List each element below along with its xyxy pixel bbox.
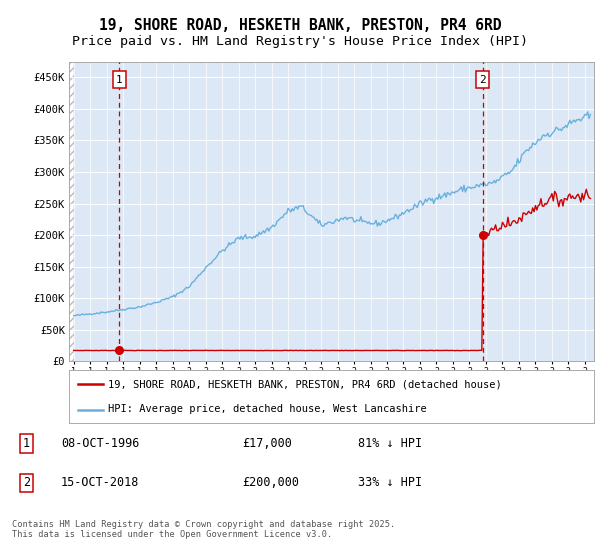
Text: 33% ↓ HPI: 33% ↓ HPI bbox=[358, 477, 422, 489]
Text: 19, SHORE ROAD, HESKETH BANK, PRESTON, PR4 6RD (detached house): 19, SHORE ROAD, HESKETH BANK, PRESTON, P… bbox=[109, 380, 502, 390]
Text: £200,000: £200,000 bbox=[242, 477, 299, 489]
Bar bbox=[65, 62, 74, 361]
Text: 15-OCT-2018: 15-OCT-2018 bbox=[61, 477, 139, 489]
Text: £17,000: £17,000 bbox=[242, 437, 292, 450]
Text: HPI: Average price, detached house, West Lancashire: HPI: Average price, detached house, West… bbox=[109, 404, 427, 414]
Text: 1: 1 bbox=[23, 437, 30, 450]
Text: Contains HM Land Registry data © Crown copyright and database right 2025.
This d: Contains HM Land Registry data © Crown c… bbox=[12, 520, 395, 539]
Text: 1: 1 bbox=[116, 74, 123, 85]
Text: 2: 2 bbox=[23, 477, 30, 489]
Text: 08-OCT-1996: 08-OCT-1996 bbox=[61, 437, 139, 450]
Text: 2: 2 bbox=[479, 74, 486, 85]
Text: 81% ↓ HPI: 81% ↓ HPI bbox=[358, 437, 422, 450]
Text: 19, SHORE ROAD, HESKETH BANK, PRESTON, PR4 6RD: 19, SHORE ROAD, HESKETH BANK, PRESTON, P… bbox=[99, 18, 501, 32]
Text: Price paid vs. HM Land Registry's House Price Index (HPI): Price paid vs. HM Land Registry's House … bbox=[72, 35, 528, 49]
